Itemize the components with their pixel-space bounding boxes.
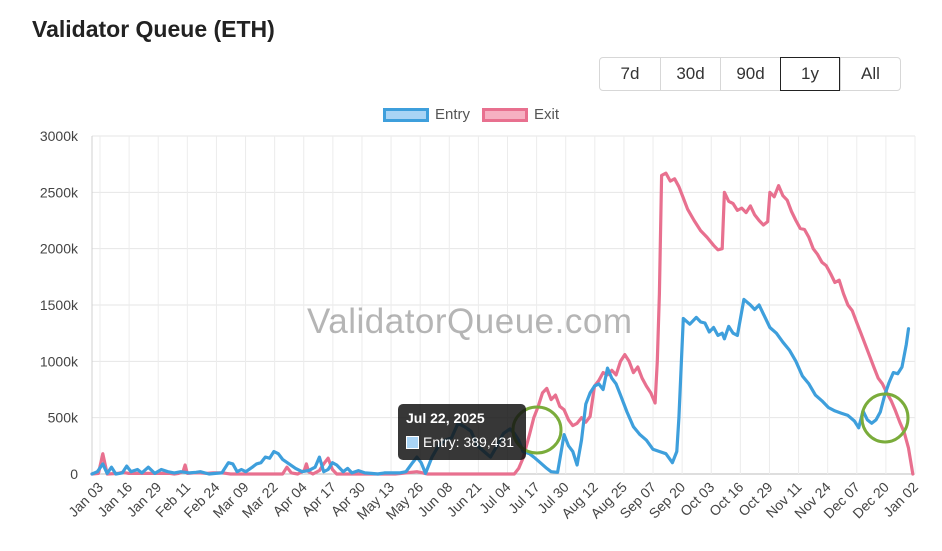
series-line-exit xyxy=(90,171,915,476)
y-tick-label: 2000k xyxy=(40,241,79,257)
legend-label-exit: Exit xyxy=(534,106,560,123)
range-30d-button[interactable]: 30d xyxy=(660,58,720,90)
tooltip-value: Entry: 389,431 xyxy=(423,434,515,450)
highlight-circle-dec xyxy=(860,392,910,444)
legend-item-exit[interactable]: Exit xyxy=(482,106,559,123)
range-7d-button[interactable]: 7d xyxy=(620,64,640,83)
tooltip-date: Jul 22, 2025 xyxy=(406,410,485,426)
y-tick-label: 0 xyxy=(70,466,78,482)
watermark: ValidatorQueue.com xyxy=(307,302,633,341)
tooltip-swatch xyxy=(406,435,419,449)
chart-legend: Entry Exit xyxy=(0,106,942,123)
y-tick-label: 1000k xyxy=(40,353,79,369)
page-title: Validator Queue (ETH) xyxy=(32,16,275,42)
range-selector: 7d 30d 90d 1y All xyxy=(599,57,901,91)
x-tick-label: Jul 17 xyxy=(505,479,543,517)
legend-label-entry: Entry xyxy=(434,106,470,123)
y-tick-label: 1500k xyxy=(40,297,79,313)
y-tick-label: 3000k xyxy=(40,128,79,144)
range-1y-button[interactable]: 1y xyxy=(780,57,840,91)
range-90d-button[interactable]: 90d xyxy=(720,58,780,90)
y-tick-label: 500k xyxy=(48,410,79,426)
legend-item-entry[interactable]: Entry xyxy=(382,106,470,123)
range-all-button[interactable]: All xyxy=(840,58,900,90)
tooltip: Jul 22, 2025 Entry: 389,431 xyxy=(398,404,526,460)
y-tick-label: 2500k xyxy=(40,184,79,200)
legend-swatch-entry xyxy=(382,107,429,122)
legend-swatch-exit xyxy=(482,107,528,122)
x-tick-label: Jul 04 xyxy=(476,479,514,517)
